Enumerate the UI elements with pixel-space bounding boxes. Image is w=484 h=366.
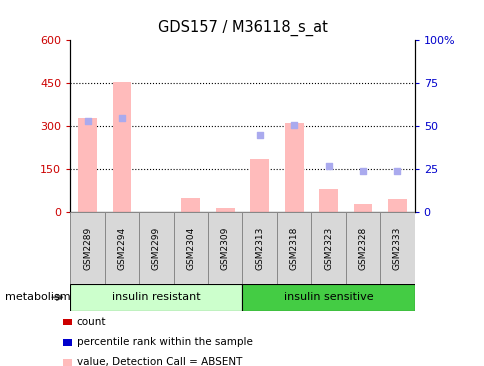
Text: GSM2333: GSM2333 xyxy=(392,226,401,270)
Text: GSM2323: GSM2323 xyxy=(323,226,333,270)
Text: GSM2318: GSM2318 xyxy=(289,226,298,270)
Bar xyxy=(70,284,242,311)
Bar xyxy=(242,284,414,311)
Text: GSM2299: GSM2299 xyxy=(151,226,161,270)
Point xyxy=(289,122,297,127)
Bar xyxy=(70,212,105,284)
Bar xyxy=(181,198,200,212)
Bar xyxy=(311,212,345,284)
Text: GSM2294: GSM2294 xyxy=(117,227,126,269)
Bar xyxy=(387,199,406,212)
Point xyxy=(324,163,332,169)
Bar xyxy=(215,208,234,212)
Text: insulin resistant: insulin resistant xyxy=(112,292,200,302)
Point xyxy=(358,168,366,174)
Bar xyxy=(173,212,208,284)
Bar xyxy=(318,189,337,212)
Bar xyxy=(284,123,303,212)
Bar xyxy=(139,212,173,284)
Point xyxy=(256,132,263,138)
Text: GSM2328: GSM2328 xyxy=(358,226,367,270)
Point xyxy=(118,115,126,121)
Bar xyxy=(105,212,139,284)
Text: GSM2309: GSM2309 xyxy=(220,226,229,270)
Bar xyxy=(276,212,311,284)
Text: GSM2304: GSM2304 xyxy=(186,226,195,270)
Bar xyxy=(345,212,379,284)
Text: percentile rank within the sample: percentile rank within the sample xyxy=(76,337,252,347)
Point xyxy=(83,118,91,124)
Text: insulin sensitive: insulin sensitive xyxy=(283,292,373,302)
Text: GSM2313: GSM2313 xyxy=(255,226,264,270)
Bar xyxy=(208,212,242,284)
Bar xyxy=(78,118,97,212)
Text: count: count xyxy=(76,317,106,327)
Bar xyxy=(353,203,372,212)
Bar xyxy=(379,212,414,284)
Text: metabolism: metabolism xyxy=(5,292,70,302)
Bar xyxy=(250,159,269,212)
Text: GSM2289: GSM2289 xyxy=(83,226,92,270)
Bar xyxy=(242,212,276,284)
Text: value, Detection Call = ABSENT: value, Detection Call = ABSENT xyxy=(76,357,242,366)
Text: GDS157 / M36118_s_at: GDS157 / M36118_s_at xyxy=(157,20,327,36)
Bar xyxy=(112,82,131,212)
Point xyxy=(393,168,401,174)
